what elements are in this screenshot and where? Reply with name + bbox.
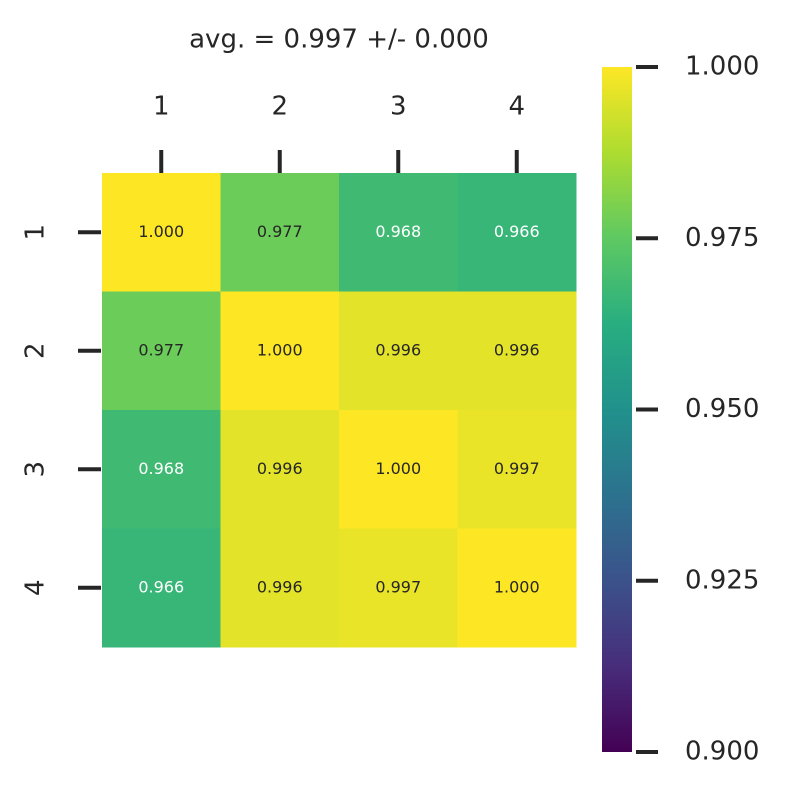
heatmap-cell — [339, 410, 458, 529]
cell-label: 0.977 — [257, 222, 303, 241]
colorbar-tick-label: 0.975 — [685, 223, 759, 253]
heatmap-cell — [339, 291, 458, 411]
heatmap-cell — [457, 410, 577, 529]
colorbar-tick-label: 0.950 — [685, 394, 759, 424]
chart-title: avg. = 0.997 +/- 0.000 — [189, 25, 489, 55]
heatmap-cell — [339, 528, 458, 648]
x-tick-label: 2 — [271, 92, 288, 122]
colorbar — [602, 67, 632, 752]
cell-label: 0.996 — [494, 340, 540, 359]
cell-label: 0.966 — [494, 222, 540, 241]
cell-label: 0.996 — [257, 577, 303, 596]
heatmap-cell — [220, 173, 340, 292]
heatmap-cell — [339, 173, 458, 292]
y-tick-label: 3 — [21, 461, 51, 478]
colorbar-tick-label: 0.925 — [685, 565, 759, 595]
x-tick-label: 4 — [508, 92, 525, 122]
y-tick-label: 2 — [21, 342, 51, 359]
cell-label: 0.966 — [138, 577, 184, 596]
heatmap-cell — [457, 291, 577, 411]
heatmap-cell — [102, 528, 221, 648]
cell-label: 1.000 — [138, 222, 184, 241]
cell-label: 0.977 — [138, 340, 184, 359]
heatmap-cell — [220, 410, 340, 529]
heatmap-cell — [457, 528, 577, 648]
cell-label: 1.000 — [375, 459, 421, 478]
colorbar-tick-label: 1.000 — [685, 52, 759, 82]
cell-label: 1.000 — [257, 340, 303, 359]
heatmap-cell — [457, 173, 577, 292]
heatmap-cell — [220, 528, 340, 648]
cell-label: 0.997 — [494, 459, 540, 478]
cell-label: 0.997 — [375, 577, 421, 596]
x-tick-label: 3 — [390, 92, 407, 122]
cell-label: 0.968 — [138, 459, 184, 478]
heatmap-cell — [102, 410, 221, 529]
cell-label: 0.996 — [375, 340, 421, 359]
cell-label: 0.996 — [257, 459, 303, 478]
colorbar-tick-label: 0.900 — [685, 737, 759, 767]
cell-label: 1.000 — [494, 577, 540, 596]
x-tick-label: 1 — [153, 92, 170, 122]
heatmap-cell — [102, 291, 221, 411]
heatmap-cell — [220, 291, 340, 411]
y-tick-label: 1 — [21, 224, 51, 241]
cell-label: 0.968 — [375, 222, 421, 241]
y-tick-label: 4 — [21, 579, 51, 596]
heatmap-cell — [102, 173, 221, 292]
